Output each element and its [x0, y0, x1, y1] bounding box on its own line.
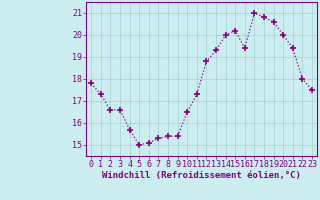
- X-axis label: Windchill (Refroidissement éolien,°C): Windchill (Refroidissement éolien,°C): [102, 171, 301, 180]
